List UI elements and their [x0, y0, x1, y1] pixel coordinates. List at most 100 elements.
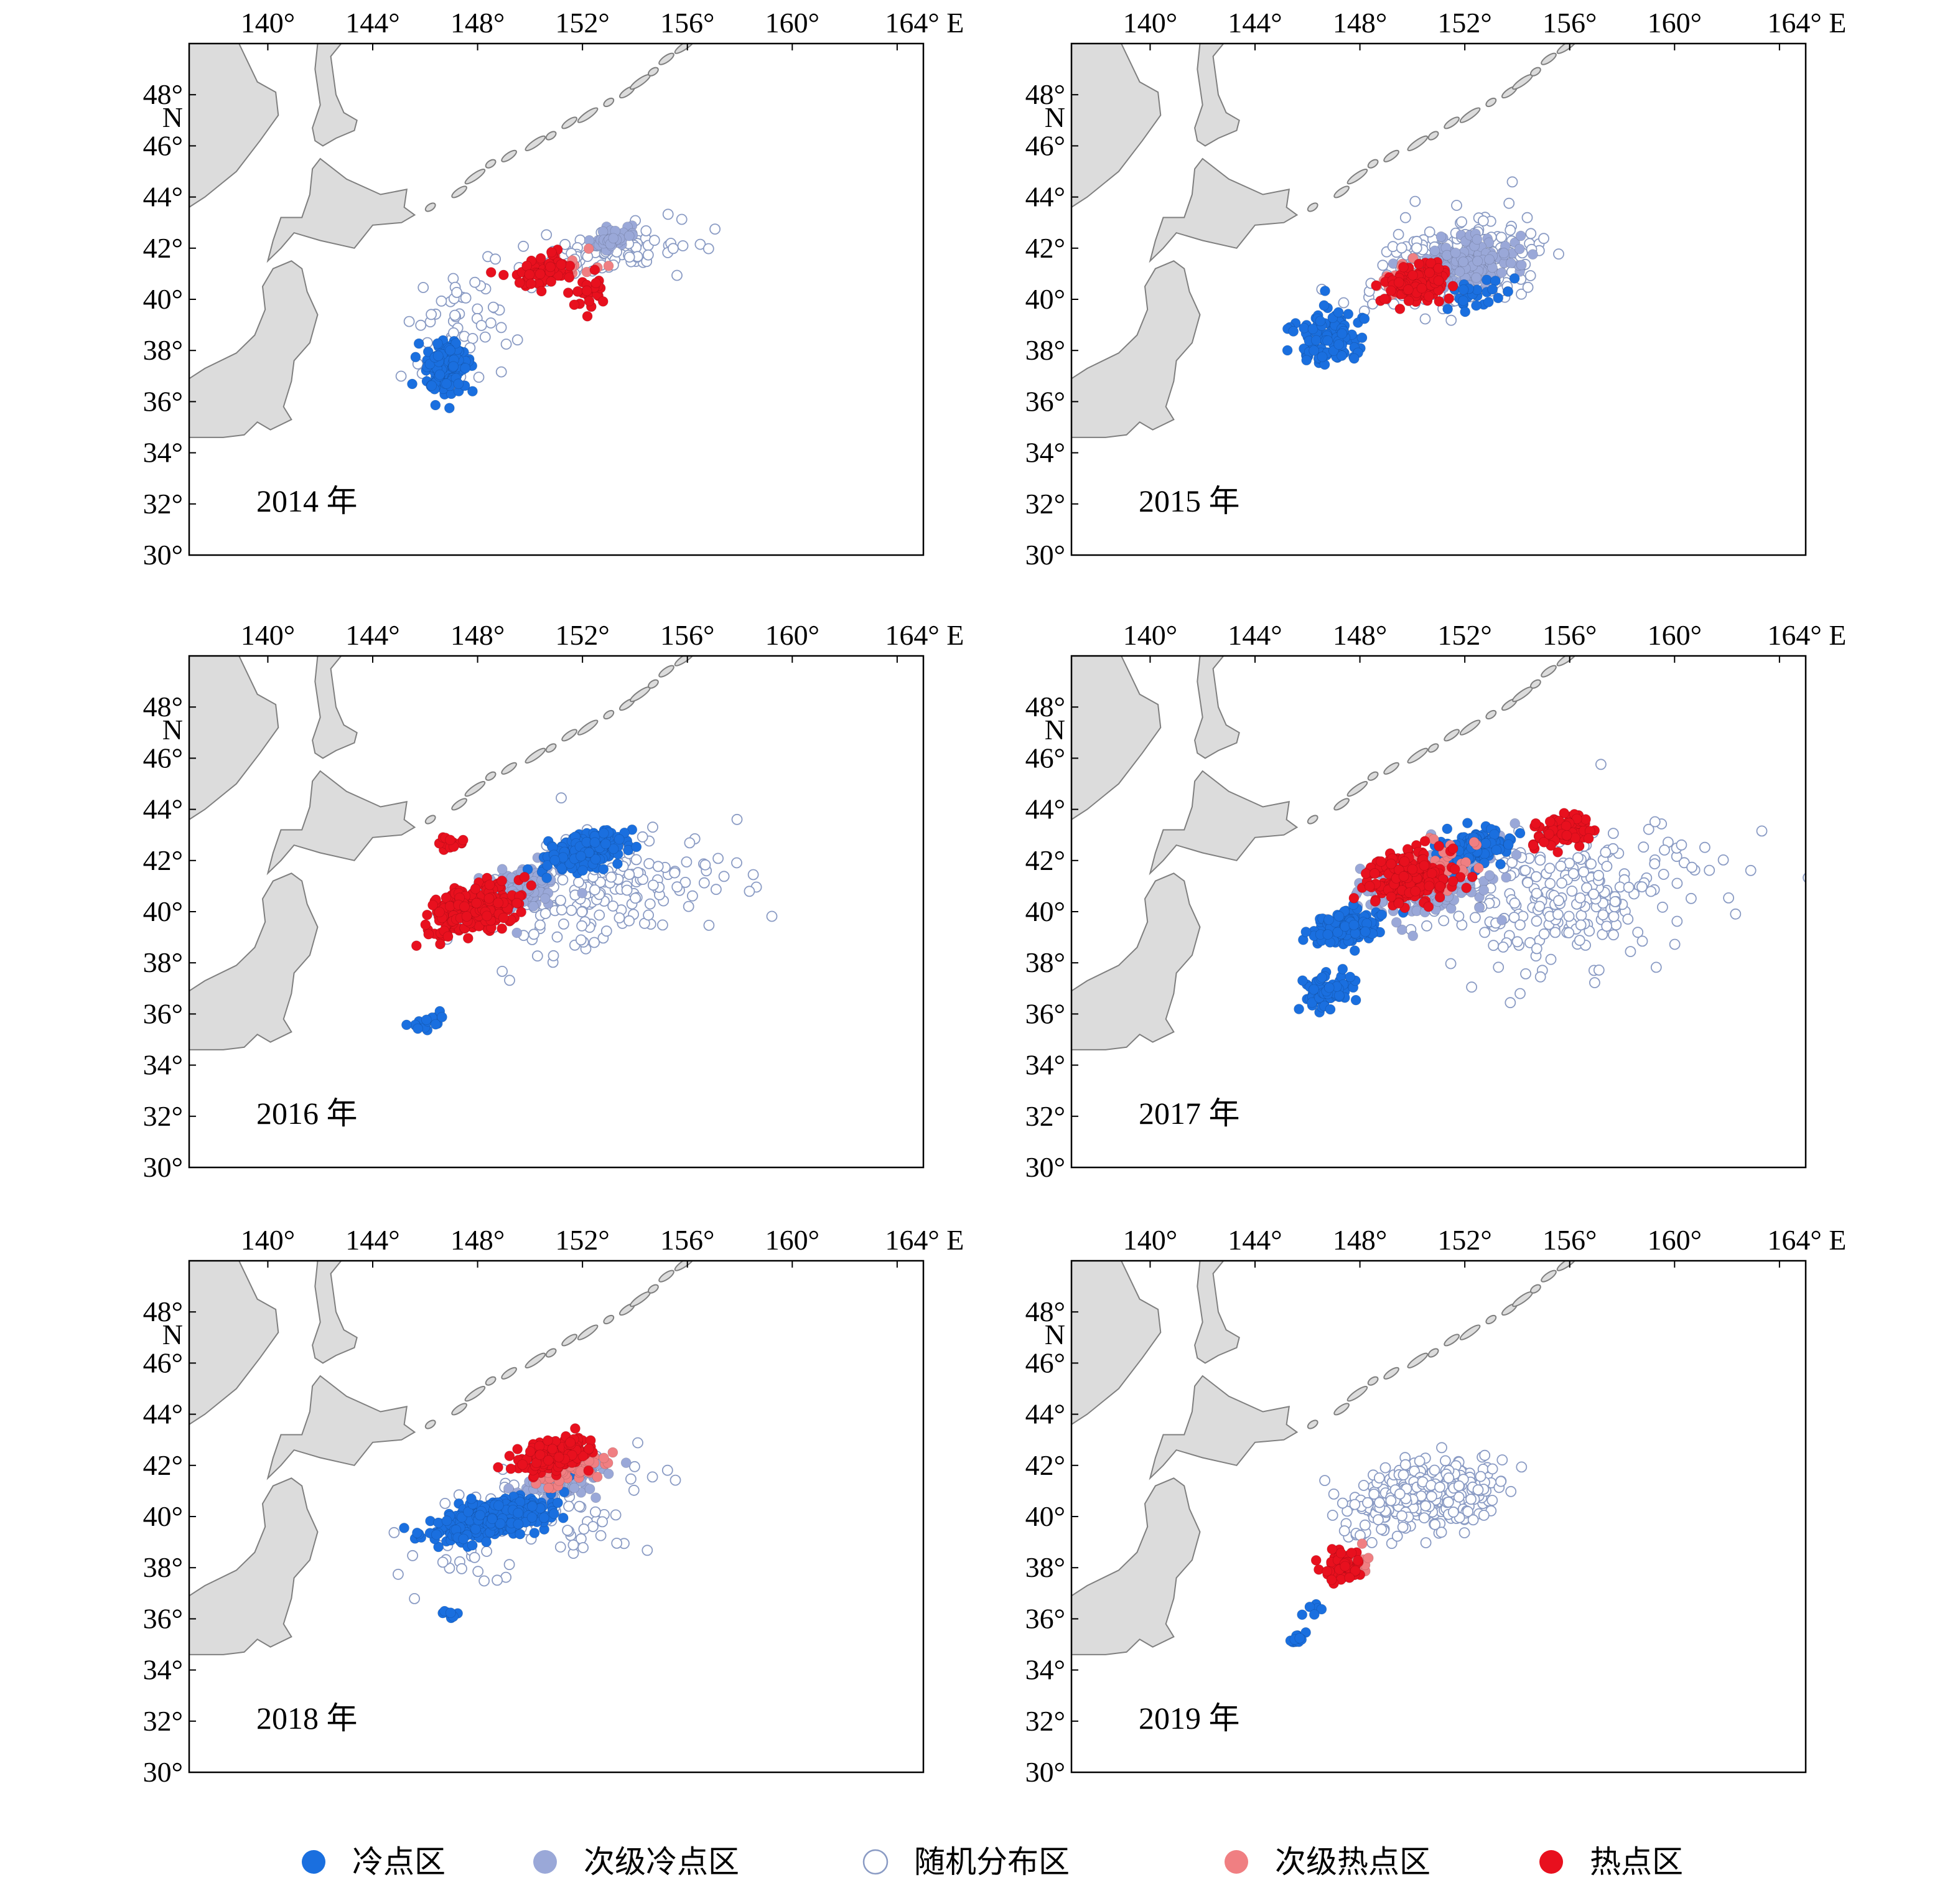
- kuril-island: [1407, 747, 1429, 764]
- point-随机分布区: [1359, 1519, 1371, 1531]
- legend-label: 热点区: [1590, 1844, 1683, 1879]
- point-热点区: [1419, 836, 1430, 847]
- point-随机分布区: [1645, 886, 1657, 897]
- point-随机分布区: [1531, 915, 1542, 927]
- point-随机分布区: [1436, 1442, 1447, 1454]
- point-随机分布区: [625, 1473, 637, 1485]
- x-tick-label: 160°: [1648, 1224, 1702, 1256]
- point-次级冷点区: [1496, 915, 1507, 926]
- map-area: [189, 44, 923, 555]
- y-tick-label: 48°: [1025, 691, 1065, 722]
- point-热点区: [536, 286, 547, 297]
- point-冷点区: [541, 872, 553, 884]
- kuril-island: [1346, 781, 1368, 797]
- point-冷点区: [401, 1019, 412, 1031]
- point-随机分布区: [436, 295, 447, 307]
- point-随机分布区: [1368, 1489, 1380, 1500]
- y-tick-label: 32°: [143, 1100, 183, 1132]
- point-随机分布区: [1578, 866, 1589, 878]
- point-随机分布区: [687, 890, 698, 902]
- point-随机分布区: [1470, 912, 1481, 923]
- point-冷点区: [495, 1518, 506, 1529]
- point-随机分布区: [556, 792, 567, 804]
- point-热点区: [1426, 868, 1437, 879]
- y-tick-label: 36°: [1025, 998, 1065, 1029]
- point-次级热点区: [583, 243, 594, 255]
- point-热点区: [1360, 868, 1371, 879]
- kuril-island: [1427, 743, 1439, 753]
- point-热点区: [462, 933, 474, 944]
- kuril-island: [1383, 1367, 1399, 1380]
- point-随机分布区: [1319, 1475, 1331, 1487]
- y-tick-label: 46°: [143, 1347, 183, 1378]
- x-tick-label: 164° E: [885, 619, 964, 651]
- point-冷点区: [1307, 324, 1318, 335]
- legend-item: 随机分布区: [862, 1844, 1070, 1879]
- y-tick-label: 38°: [143, 947, 183, 978]
- point-冷点区: [1304, 1601, 1315, 1612]
- kuril-island: [1459, 719, 1481, 736]
- point-热点区: [535, 253, 546, 264]
- point-热点区: [497, 923, 508, 934]
- point-热点区: [1416, 283, 1427, 294]
- point-随机分布区: [1649, 816, 1661, 828]
- point-随机分布区: [1723, 892, 1734, 904]
- point-冷点区: [1495, 859, 1506, 870]
- point-随机分布区: [1373, 1514, 1384, 1526]
- point-热点区: [434, 907, 445, 918]
- y-tick-label: 32°: [143, 1705, 183, 1737]
- point-热点区: [1447, 843, 1458, 854]
- point-随机分布区: [1509, 897, 1521, 909]
- point-冷点区: [1288, 326, 1299, 337]
- point-次级热点区: [599, 1452, 609, 1464]
- point-热点区: [572, 286, 583, 297]
- point-随机分布区: [1394, 1488, 1406, 1500]
- y-tick-label: 40°: [143, 283, 183, 315]
- point-热点区: [504, 1451, 515, 1462]
- point-冷点区: [432, 350, 444, 362]
- point-热点区: [1538, 836, 1549, 848]
- point-热点区: [1327, 1543, 1338, 1554]
- point-随机分布区: [1419, 313, 1431, 325]
- point-随机分布区: [712, 853, 724, 864]
- point-冷点区: [1340, 921, 1351, 932]
- kuril-island: [525, 747, 546, 764]
- point-随机分布区: [473, 372, 485, 383]
- point-随机分布区: [699, 859, 711, 871]
- point-随机分布区: [1545, 953, 1557, 965]
- map-area: [1071, 656, 1806, 1167]
- point-热点区: [569, 299, 580, 311]
- land-honshu: [189, 1477, 319, 1655]
- legend-label: 次级热点区: [1275, 1844, 1430, 1879]
- point-冷点区: [421, 1014, 432, 1026]
- panel-year-label: 2018 年: [256, 1701, 358, 1736]
- x-tick-label: 160°: [1648, 619, 1702, 651]
- point-随机分布区: [1447, 1506, 1459, 1518]
- point-冷点区: [1316, 1604, 1327, 1615]
- point-冷点区: [576, 851, 586, 862]
- point-次级冷点区: [1505, 258, 1516, 269]
- kuril-island: [1307, 202, 1318, 212]
- point-随机分布区: [668, 243, 679, 255]
- kuril-island: [451, 1403, 467, 1416]
- point-热点区: [1528, 839, 1539, 851]
- y-tick-label: 40°: [143, 895, 183, 927]
- point-随机分布区: [623, 915, 635, 927]
- point-随机分布区: [661, 1464, 673, 1476]
- point-随机分布区: [456, 1563, 467, 1574]
- point-随机分布区: [388, 1526, 400, 1538]
- point-随机分布区: [643, 909, 654, 921]
- point-随机分布区: [589, 937, 600, 948]
- point-随机分布区: [629, 1461, 640, 1472]
- point-随机分布区: [1638, 841, 1650, 853]
- point-冷点区: [1333, 339, 1345, 350]
- point-随机分布区: [1443, 1472, 1455, 1484]
- x-tick-label: 156°: [1542, 1224, 1597, 1256]
- legend-marker: [302, 1850, 325, 1874]
- point-冷点区: [598, 864, 609, 875]
- point-热点区: [1398, 261, 1409, 273]
- point-冷点区: [413, 338, 424, 349]
- point-冷点区: [410, 352, 421, 363]
- kuril-island: [1333, 185, 1350, 199]
- y-tick-label: 32°: [1025, 1705, 1065, 1737]
